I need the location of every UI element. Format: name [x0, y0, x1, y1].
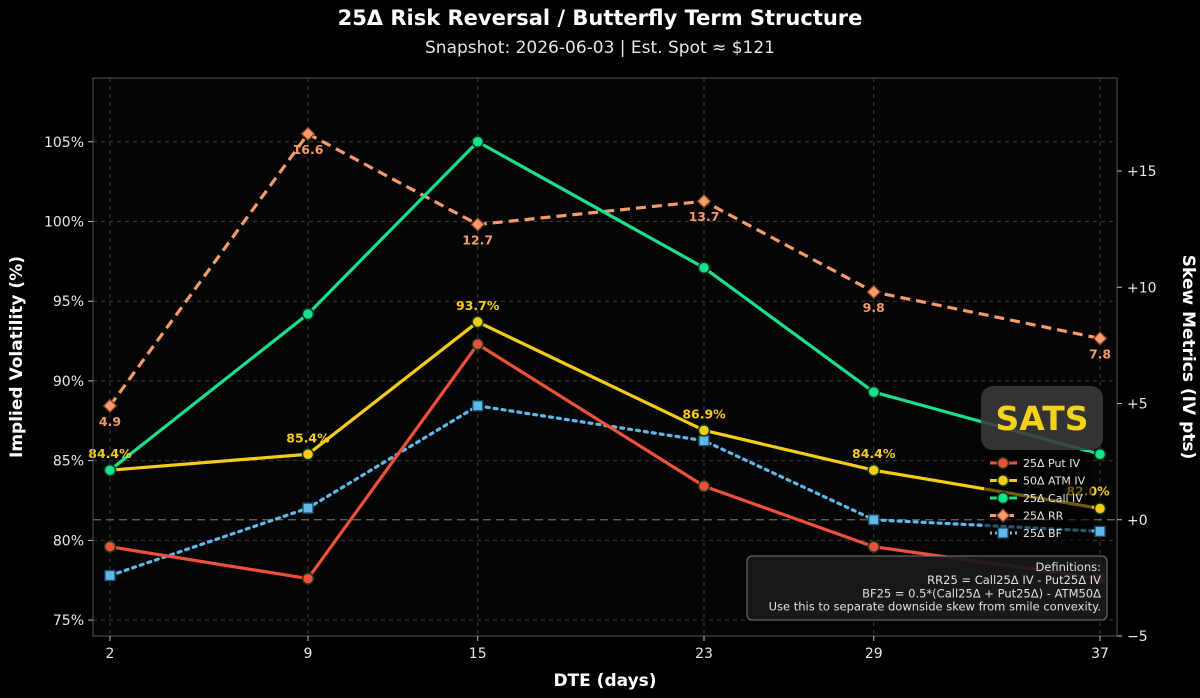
legend: 25Δ Put IV 50Δ ATM IV 25Δ Call IV 25Δ RR 25Δ…	[984, 452, 1092, 544]
data-point-25-rr	[102, 398, 118, 414]
y-right-tick-label: +0	[1127, 513, 1148, 529]
data-point-25-call-iv	[867, 385, 880, 399]
y-left-tick-label: 75%	[53, 613, 84, 629]
data-label-atm: 85.4%	[286, 430, 330, 445]
data-label-atm: 86.9%	[682, 406, 726, 421]
x-tick-label: 23	[695, 646, 713, 662]
data-point-25-call-iv	[301, 307, 315, 321]
data-label-rr: 4.9	[99, 414, 121, 429]
plot-frame	[92, 77, 1118, 637]
y-left-axis-label: Implied Volatility (%)	[7, 256, 27, 458]
y-right-tick-label: −5	[1127, 629, 1148, 645]
legend-label-25-bf: 25Δ BF	[1023, 527, 1062, 540]
definitions-line: RR25 = Call25Δ IV - Put25Δ IV	[927, 573, 1101, 587]
x-axis-label: DTE (days)	[553, 671, 656, 691]
series-line-25-put-iv	[109, 342, 1101, 581]
legend-marker-25-bf	[997, 527, 1009, 539]
chart-title: 25Δ Risk Reversal / Butterfly Term Struc…	[338, 6, 863, 30]
data-point-25-put-iv	[697, 479, 711, 493]
y-right-tick-label: +15	[1127, 164, 1157, 180]
data-label-atm: 84.4%	[852, 446, 896, 461]
y-left-tick-label: 100%	[44, 214, 84, 230]
data-point-25-call-iv	[471, 135, 484, 149]
y-right-tick-label: +10	[1127, 280, 1157, 296]
definitions-line: Definitions:	[1035, 560, 1101, 574]
data-point-25-bf	[472, 400, 484, 412]
data-point-25-bf	[302, 502, 314, 514]
y-left-tick-label: 95%	[53, 294, 84, 310]
data-point-25-put-iv	[471, 337, 484, 351]
data-label-rr: 13.7	[689, 209, 720, 224]
legend-marker-25-rr	[995, 508, 1011, 523]
x-tick-label: 9	[304, 646, 313, 662]
x-tick-label: 37	[1091, 646, 1109, 662]
x-tick-label: 2	[106, 646, 115, 662]
legend-marker-25-put-iv	[996, 456, 1010, 470]
legend-marker-25-call-iv	[996, 491, 1010, 505]
definitions-line: BF25 = 0.5*(Call25Δ + Put25Δ) - ATM50Δ	[862, 586, 1101, 600]
data-label-atm: 93.7%	[456, 298, 500, 313]
data-point-25-rr	[866, 284, 882, 300]
legend-box	[984, 452, 1092, 544]
data-point-25-bf	[868, 514, 880, 526]
series-line-25-rr	[108, 132, 1101, 407]
data-point-50-atm-iv	[301, 448, 315, 461]
series-line-25-bf	[108, 404, 1102, 578]
data-point-25-call-iv	[103, 463, 117, 477]
y-right-tick-label: +5	[1127, 397, 1148, 413]
legend-marker-50-atm-iv	[996, 474, 1010, 487]
series-line-25-call-iv	[108, 140, 1101, 472]
data-point-25-rr	[470, 217, 486, 232]
x-tick-label: 29	[865, 646, 883, 662]
y-left-tick-label: 85%	[53, 454, 84, 470]
y-left-tick-label: 90%	[53, 374, 84, 390]
data-point-25-put-iv	[867, 540, 880, 553]
data-point-50-atm-iv	[1093, 502, 1107, 515]
data-point-50-atm-iv	[697, 424, 711, 437]
legend-label-25-call-iv: 25Δ Call IV	[1023, 492, 1083, 505]
logo-text: SATS	[995, 399, 1088, 438]
data-point-25-call-iv	[1093, 448, 1107, 461]
y-left-tick-label: 80%	[53, 533, 84, 549]
data-point-25-rr	[300, 126, 316, 142]
x-tick-label: 15	[469, 646, 487, 662]
data-point-25-bf	[104, 569, 116, 582]
chart-subtitle: Snapshot: 2026-06-03 | Est. Spot ≈ $121	[425, 38, 775, 58]
data-label-rr: 16.6	[293, 142, 324, 157]
data-point-25-put-iv	[301, 572, 315, 585]
sats-logo: SATS	[981, 386, 1103, 450]
data-label-rr: 9.8	[863, 300, 885, 315]
data-label-rr: 7.8	[1089, 346, 1111, 361]
data-point-50-atm-iv	[471, 315, 484, 329]
data-point-25-put-iv	[103, 540, 117, 553]
legend-label-50-atm-iv: 50Δ ATM IV	[1023, 475, 1086, 488]
data-point-50-atm-iv	[867, 463, 880, 477]
y-left-tick-label: 105%	[44, 135, 84, 151]
definitions-line: Use this to separate downside skew from …	[769, 600, 1101, 614]
legend-label-25-rr: 25Δ RR	[1023, 510, 1064, 523]
definitions-box: Definitions:RR25 = Call25Δ IV - Put25Δ I…	[746, 555, 1108, 621]
data-point-25-rr	[1092, 330, 1108, 346]
data-label-atm: 84.4%	[88, 446, 132, 461]
data-label-rr: 12.7	[462, 232, 493, 247]
data-point-25-call-iv	[697, 261, 711, 274]
data-point-25-bf	[1094, 525, 1106, 538]
series-line-50-atm-iv	[109, 320, 1101, 511]
legend-label-25-put-iv: 25Δ Put IV	[1023, 457, 1080, 470]
y-right-axis-label: Skew Metrics (IV pts)	[1178, 255, 1198, 460]
data-point-25-bf	[698, 435, 710, 447]
data-point-25-rr	[696, 193, 712, 209]
plot-area	[93, 78, 1117, 636]
